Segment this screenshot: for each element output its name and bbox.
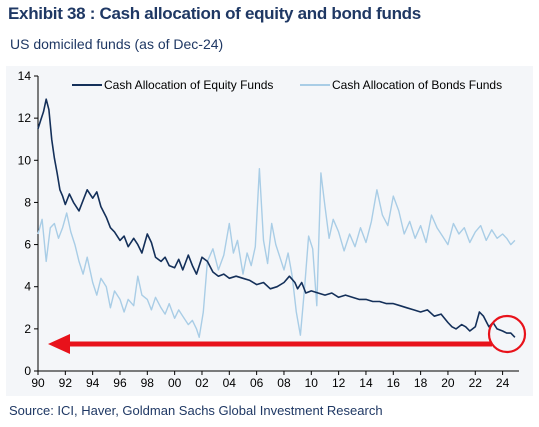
x-tick-label: 00 <box>168 376 182 390</box>
x-tick-label: 14 <box>359 376 373 390</box>
y-tick-label: 2 <box>24 322 31 336</box>
x-tick-label: 04 <box>223 376 237 390</box>
x-tick-label: 10 <box>305 376 319 390</box>
chart-legend: Cash Allocation of Equity Funds Cash Allo… <box>72 78 502 92</box>
y-tick-label: 14 <box>18 69 32 83</box>
chart-background <box>6 66 533 396</box>
x-tick-label: 20 <box>441 376 455 390</box>
x-tick-label: 92 <box>59 376 73 390</box>
y-tick-label: 8 <box>24 195 31 209</box>
chart-annotations <box>48 314 527 354</box>
legend-bond-label: Cash Allocation of Bonds Funds <box>332 78 502 92</box>
x-tick-label: 94 <box>86 376 100 390</box>
y-tick-label: 0 <box>24 364 31 378</box>
x-tick-label: 02 <box>195 376 209 390</box>
chart-title: Exhibit 38 : Cash allocation of equity a… <box>8 4 421 23</box>
y-tick-label: 6 <box>24 238 31 252</box>
equity-funds-series-line <box>37 98 516 338</box>
red-arrow-head <box>48 334 70 354</box>
bond-funds-series-line <box>37 167 516 338</box>
x-tick-label: 18 <box>414 376 428 390</box>
y-tick-label: 4 <box>24 280 31 294</box>
chart-series <box>37 98 516 338</box>
x-tick-label: 98 <box>141 376 155 390</box>
source-note: Source: ICI, Haver, Goldman Sachs Global… <box>9 403 383 418</box>
x-tick-label: 90 <box>31 376 45 390</box>
x-tick-label: 12 <box>332 376 346 390</box>
x-tick-label: 08 <box>277 376 291 390</box>
chart-subtitle: US domiciled funds (as of Dec-24) <box>10 36 224 52</box>
y-tick-label: 10 <box>18 153 32 167</box>
red-highlight-circle <box>487 314 527 354</box>
legend-equity-label: Cash Allocation of Equity Funds <box>104 78 273 92</box>
x-tick-label: 96 <box>113 376 127 390</box>
y-tick-label: 12 <box>18 111 32 125</box>
x-tick-label: 16 <box>387 376 401 390</box>
x-tick-label: 22 <box>469 376 483 390</box>
x-tick-label: 06 <box>250 376 264 390</box>
x-tick-label: 24 <box>496 376 510 390</box>
